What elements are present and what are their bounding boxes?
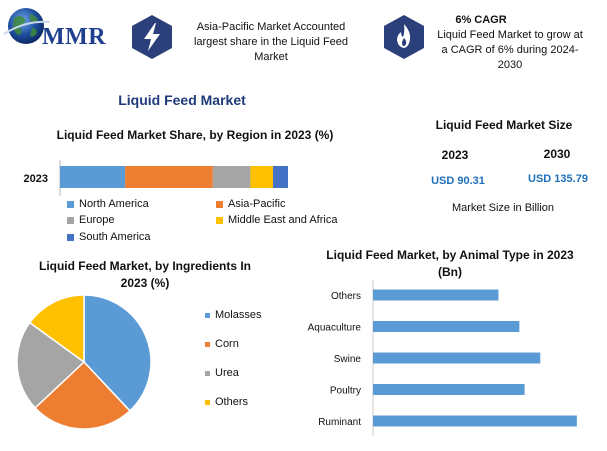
- animal-bar-poultry: [373, 384, 525, 395]
- region-category-label: 2023: [24, 173, 48, 185]
- pie-slice-molasses: [83, 294, 152, 412]
- market-size-title: Liquid Feed Market Size: [435, 118, 573, 132]
- market-size-year-2023: 2023: [441, 148, 469, 162]
- legend-label: Urea: [215, 367, 239, 379]
- legend-swatch: [205, 341, 210, 347]
- region-chart-title: Liquid Feed Market Share, by Region in 2…: [56, 128, 334, 142]
- pie-legend-item-corn: Corn: [205, 338, 239, 350]
- legend-label: Molasses: [215, 309, 262, 321]
- globe-icon: [3, 8, 51, 44]
- animal-category-label-swine: Swine: [334, 354, 362, 365]
- legend-item-north-america: North America: [67, 198, 149, 210]
- region-segment-europe: [212, 166, 251, 188]
- legend-label: Others: [215, 396, 249, 408]
- pie-slice-others: [28, 294, 85, 364]
- animal-bar-ruminant: [373, 415, 577, 427]
- legend-swatch: [205, 399, 210, 405]
- animal-bar-swine: [373, 352, 541, 364]
- legend-item-europe: Europe: [67, 214, 114, 226]
- legend-swatch: [67, 200, 74, 208]
- legend-label: Corn: [215, 338, 239, 350]
- market-size-value-2023: USD 90.31: [431, 175, 485, 187]
- region-segment-middle-east-and-africa: [250, 166, 273, 188]
- animal-bar-aquaculture: [373, 321, 520, 332]
- legend-swatch: [205, 312, 210, 318]
- legend-swatch: [67, 216, 74, 224]
- pie-legend-item-urea: Urea: [205, 367, 239, 379]
- market-size-value-2030: USD 135.79: [528, 173, 588, 185]
- legend-swatch: [67, 233, 74, 241]
- pie-slice-corn: [34, 360, 131, 430]
- region-stacked-bar-chart: 2023: [24, 160, 288, 196]
- ingredients-legend: Molasses Corn Urea Others: [0, 0, 607, 408]
- pie-legend-item-others: Others: [205, 396, 248, 408]
- animal-bar-others: [373, 289, 499, 301]
- market-size-note: Market Size in Billion: [451, 202, 555, 214]
- ingredients-pie-chart: [16, 294, 152, 430]
- pie-slice-urea: [16, 321, 86, 409]
- cagr-statement: Liquid Feed Market to grow at a CAGR of …: [437, 29, 583, 71]
- legend-swatch: [205, 370, 210, 376]
- cagr-title: 6% CAGR: [455, 14, 507, 26]
- animal-category-label-poultry: Poultry: [330, 386, 361, 397]
- logo-text: MMR: [42, 24, 107, 50]
- animal-chart-title: Liquid Feed Market, by Animal Type in 20…: [326, 248, 574, 279]
- asia-pacific-statement: Asia-Pacific Market Accounted largest sh…: [193, 21, 349, 63]
- region-segment-south-america: [272, 166, 288, 188]
- ingredients-chart-title: Liquid Feed Market, by Ingredients In 20…: [38, 259, 252, 290]
- legend-label: North America: [79, 198, 149, 210]
- legend-item-asia-pacific: Asia-Pacific: [216, 198, 285, 210]
- hexagon-badge-2: [381, 14, 427, 65]
- animal-category-label-others: Others: [331, 291, 361, 302]
- animal-category-label-ruminant: Ruminant: [318, 417, 361, 428]
- market-size-year-2030: 2030: [543, 147, 571, 161]
- legend-item-south-america: South America: [67, 231, 151, 243]
- brand-logo: MMR: [2, 4, 114, 52]
- lightning-bolt-icon: [144, 23, 160, 51]
- flame-icon: [397, 24, 411, 48]
- legend-label: Europe: [79, 214, 115, 226]
- legend-swatch: [216, 200, 223, 208]
- hexagon-badge: [129, 14, 175, 65]
- legend-label: South America: [79, 231, 151, 243]
- legend-label: Asia-Pacific: [228, 198, 286, 210]
- page-title: Liquid Feed Market: [118, 92, 246, 108]
- region-segment-north-america: [60, 166, 126, 188]
- pie-legend-item-molasses: Molasses: [205, 309, 261, 321]
- animal-bar-chart: Others Aquaculture Swine Poultry Ruminant: [308, 280, 577, 436]
- animal-category-label-aquaculture: Aquaculture: [308, 323, 362, 334]
- legend-label: Middle East and Africa: [228, 214, 338, 226]
- region-legend: North America Asia-Pacific Europe Middle Ea…: [0, 0, 607, 243]
- region-segment-asia-pacific: [125, 166, 213, 188]
- legend-swatch: [216, 216, 223, 224]
- legend-item-middle-east-and-africa: Middle East and Africa: [216, 214, 337, 226]
